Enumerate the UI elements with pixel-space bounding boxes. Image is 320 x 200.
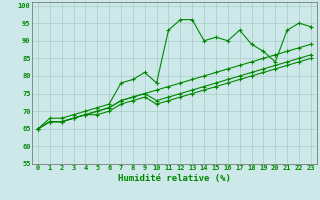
X-axis label: Humidité relative (%): Humidité relative (%): [118, 174, 231, 183]
